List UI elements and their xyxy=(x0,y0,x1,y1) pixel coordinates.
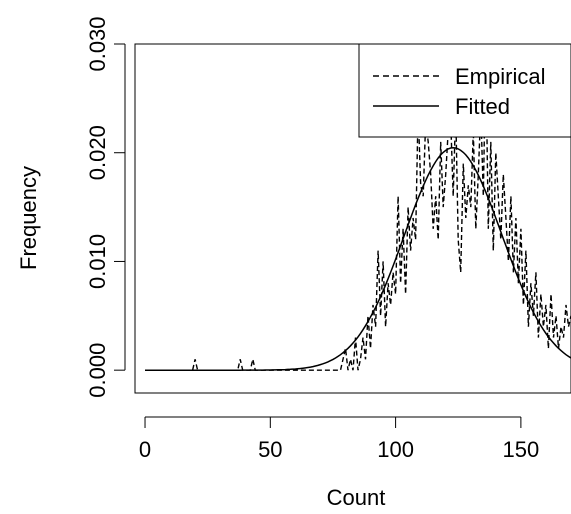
y-tick-label: 0.000 xyxy=(85,343,110,398)
y-tick-label: 0.030 xyxy=(85,16,110,71)
x-axis-label: Count xyxy=(327,485,386,510)
plot-box xyxy=(134,43,571,394)
y-axis-label: Frequency xyxy=(16,166,41,270)
x-tick-label: 150 xyxy=(503,437,540,462)
legend-label-empirical: Empirical xyxy=(455,64,545,89)
legend-box xyxy=(358,43,571,138)
y-axis: 0.000 0.010 0.020 0.030 xyxy=(85,16,126,398)
y-tick-label: 0.010 xyxy=(85,234,110,289)
series-layer xyxy=(145,54,571,371)
x-axis: 0 50 100 150 xyxy=(139,416,540,462)
series-line-fitted xyxy=(145,146,571,371)
x-tick-label: 0 xyxy=(139,437,151,462)
series-line-empirical xyxy=(145,54,571,371)
legend-label-fitted: Fitted xyxy=(455,94,510,119)
x-tick-label: 100 xyxy=(377,437,414,462)
y-tick-label: 0.020 xyxy=(85,125,110,180)
x-tick-label: 50 xyxy=(258,437,282,462)
legend: Empirical Fitted xyxy=(358,43,571,138)
